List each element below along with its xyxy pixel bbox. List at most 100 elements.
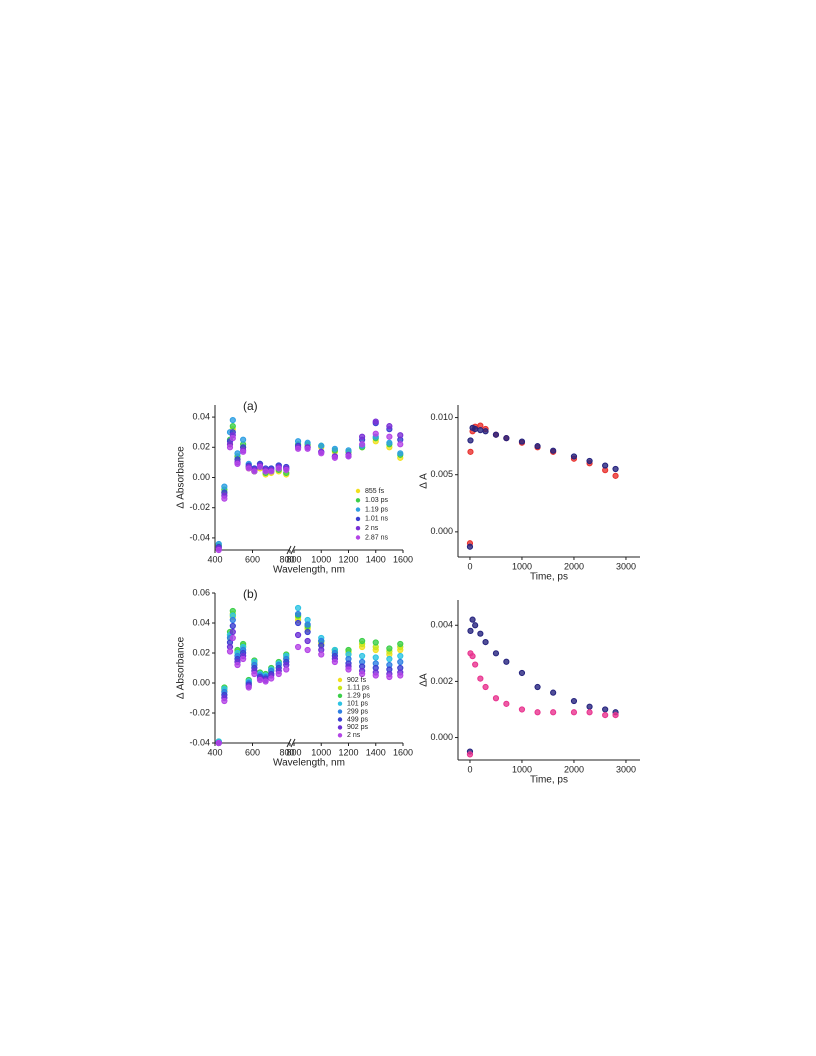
data-point <box>503 435 510 442</box>
x-tick-label: 800 <box>279 554 294 564</box>
data-point <box>372 430 379 437</box>
data-point <box>372 654 379 661</box>
data-point <box>251 670 258 678</box>
data-point <box>550 447 557 454</box>
y-axis-label: Δ Absorbance <box>176 636 187 699</box>
data-point <box>234 460 241 468</box>
y-tick-label: 0.004 <box>430 620 453 630</box>
data-point <box>570 709 578 716</box>
data-point <box>372 672 379 679</box>
x-tick-label: 800 <box>286 747 301 757</box>
data-point <box>372 418 379 425</box>
data-point <box>283 666 290 673</box>
data-point <box>467 627 474 634</box>
data-point <box>331 658 338 666</box>
x-tick-label: 1200 <box>338 554 358 564</box>
x-tick-label: 1000 <box>512 764 532 774</box>
legend-label: 1.03 ps <box>365 497 388 504</box>
data-point <box>466 543 474 550</box>
legend-marker <box>337 677 343 683</box>
y-tick-label: -0.02 <box>189 502 210 512</box>
legend-marker <box>355 498 361 503</box>
data-point <box>245 465 252 472</box>
data-point <box>359 652 366 660</box>
data-point <box>386 673 393 681</box>
data-point <box>469 653 476 660</box>
x-tick-label: 3000 <box>616 561 636 571</box>
legend-marker <box>337 733 343 738</box>
data-point <box>229 417 236 424</box>
data-point <box>492 431 500 438</box>
x-axis-label: Time, ps <box>530 572 568 583</box>
x-tick-label: 1600 <box>393 747 413 757</box>
data-point <box>229 634 236 642</box>
legend-label: 2 ns <box>365 525 379 532</box>
y-tick-label: 0.000 <box>430 732 453 742</box>
data-point <box>304 628 311 636</box>
legend-marker <box>355 507 361 512</box>
data-point <box>386 655 393 663</box>
x-axis-label: Wavelength, nm <box>273 565 345 576</box>
data-point <box>304 637 311 645</box>
x-tick-label: 1600 <box>393 554 413 564</box>
data-point <box>294 445 302 452</box>
data-point <box>221 483 228 490</box>
data-point <box>586 703 593 710</box>
legend-marker <box>337 685 343 691</box>
data-point <box>570 453 578 460</box>
data-point <box>477 675 484 682</box>
data-point <box>612 711 619 719</box>
data-point <box>550 689 557 696</box>
data-point <box>466 751 474 758</box>
data-point <box>275 465 282 472</box>
axis-break <box>286 545 292 555</box>
data-point <box>397 441 404 448</box>
y-tick-label: 0.00 <box>192 677 210 687</box>
data-point <box>262 678 269 685</box>
data-point <box>397 640 404 648</box>
data-point <box>386 423 393 430</box>
x-tick-label: 2000 <box>564 764 584 774</box>
data-point <box>240 448 247 455</box>
data-point <box>294 610 302 618</box>
data-point <box>359 441 366 448</box>
data-point <box>275 670 282 678</box>
data-point <box>472 661 479 668</box>
data-point <box>492 650 500 657</box>
legend-label: 2.87 ns <box>365 534 388 541</box>
data-point <box>372 639 379 646</box>
legend-label: 902 fs <box>347 677 367 684</box>
y-tick-label: 0.04 <box>192 411 210 421</box>
legend-label: 1.11 ps <box>347 685 370 692</box>
data-point <box>612 465 619 473</box>
legend-marker <box>355 516 361 522</box>
data-point <box>318 651 325 658</box>
data-point <box>229 622 236 630</box>
y-tick-label: -0.04 <box>189 532 210 542</box>
y-axis-label: Δ Absorbance <box>176 446 187 509</box>
x-tick-label: 1400 <box>366 747 386 757</box>
data-point <box>318 450 325 457</box>
legend-label: 2 ns <box>347 732 361 739</box>
data-point <box>518 669 526 677</box>
data-point <box>386 433 393 440</box>
data-point <box>318 442 325 449</box>
data-point <box>492 695 500 702</box>
y-tick-label: -0.02 <box>189 707 210 717</box>
data-point <box>482 683 489 691</box>
data-point <box>477 630 484 637</box>
legend-label: 101 ps <box>347 701 369 708</box>
data-point <box>294 631 302 639</box>
legend-marker <box>337 701 343 706</box>
data-point <box>256 676 264 684</box>
data-point <box>294 604 302 612</box>
x-tick-label: 1000 <box>311 554 331 564</box>
data-point <box>304 621 311 628</box>
x-tick-label: 0 <box>467 764 472 774</box>
data-point <box>283 466 290 474</box>
data-point <box>397 450 404 457</box>
data-point <box>397 652 404 660</box>
y-tick-label: -0.04 <box>189 737 210 747</box>
x-tick-label: 600 <box>245 747 260 757</box>
